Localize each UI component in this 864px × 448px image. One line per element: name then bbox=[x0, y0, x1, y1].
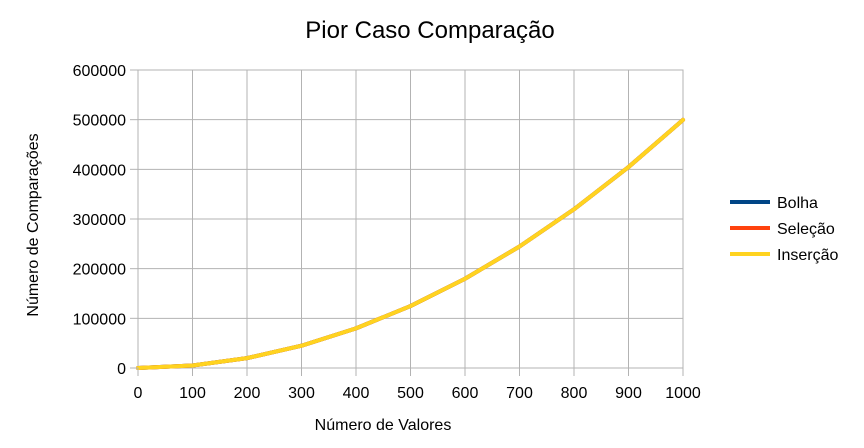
legend-label: Seleção bbox=[777, 221, 835, 238]
x-tick-label: 900 bbox=[615, 385, 642, 402]
legend: Bolha Seleção Inserção bbox=[730, 195, 838, 264]
series-line bbox=[136, 117, 685, 370]
legend-item: Inserção bbox=[730, 247, 838, 264]
y-tick-label: 0 bbox=[117, 361, 126, 378]
x-tick-label: 700 bbox=[506, 385, 533, 402]
x-tick-label: 0 bbox=[134, 385, 143, 402]
y-tick-label: 100000 bbox=[73, 311, 126, 328]
y-tick-label: 300000 bbox=[73, 212, 126, 229]
legend-item: Bolha bbox=[730, 195, 818, 212]
x-tick-label: 600 bbox=[452, 385, 479, 402]
chart-title: Pior Caso Comparação bbox=[305, 17, 554, 44]
y-tick-label: 200000 bbox=[73, 262, 126, 279]
x-tick-label: 400 bbox=[343, 385, 370, 402]
x-tick-label: 1000 bbox=[665, 385, 701, 402]
y-axis-title: Número de Comparações bbox=[25, 133, 42, 316]
x-tick-label: 300 bbox=[288, 385, 315, 402]
series-lines bbox=[136, 117, 685, 370]
y-tick-label: 600000 bbox=[73, 63, 126, 80]
x-tick-label: 100 bbox=[179, 385, 206, 402]
legend-item: Seleção bbox=[730, 221, 835, 238]
x-tick-label: 800 bbox=[561, 385, 588, 402]
y-axis-ticks: 0 100000 200000 300000 400000 500000 600000 bbox=[73, 63, 138, 378]
legend-label: Bolha bbox=[777, 195, 818, 212]
y-tick-label: 500000 bbox=[73, 113, 126, 130]
x-tick-label: 200 bbox=[234, 385, 261, 402]
grid bbox=[137, 69, 684, 369]
legend-label: Inserção bbox=[777, 247, 838, 264]
x-tick-label: 500 bbox=[397, 385, 424, 402]
x-axis-ticks: 0 100 200 300 400 500 600 700 800 900 1000 bbox=[134, 368, 701, 402]
x-axis-title: Número de Valores bbox=[315, 417, 452, 434]
y-tick-label: 400000 bbox=[73, 162, 126, 179]
